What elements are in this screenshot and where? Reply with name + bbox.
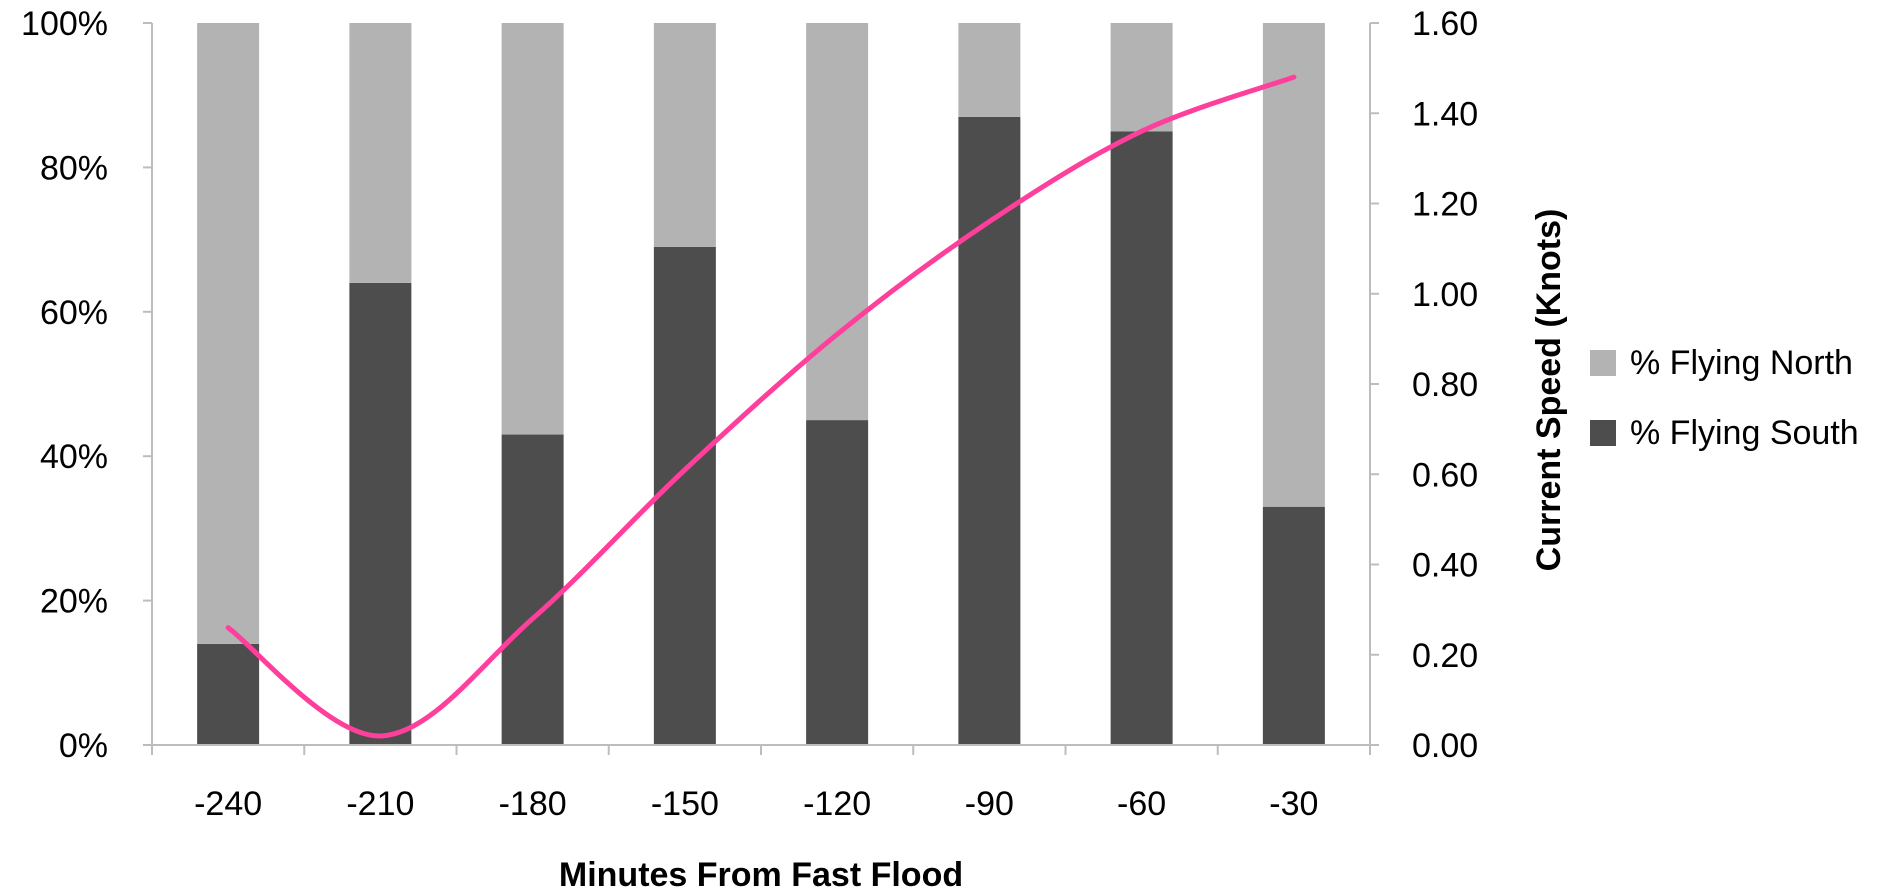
right-tick-label: 1.40 <box>1412 95 1478 133</box>
left-tick-label: 100% <box>21 5 108 43</box>
right-tick-label: 1.00 <box>1412 276 1478 314</box>
right-tick-label: 1.20 <box>1412 186 1478 224</box>
speed-line-group <box>225 74 1297 739</box>
bar <box>349 23 412 283</box>
left-tick-label: 40% <box>40 438 108 476</box>
legend-swatch <box>1590 420 1616 446</box>
left-tick-label: 0% <box>59 727 108 765</box>
bar <box>349 282 412 745</box>
x-tick-label: -120 <box>803 785 871 823</box>
bar <box>958 23 1021 117</box>
bar <box>1110 131 1173 746</box>
right-axis-title: Current Speed (Knots) <box>1530 209 1568 572</box>
right-tick-label: 0.40 <box>1412 547 1478 585</box>
legend: % Flying North % Flying South <box>1590 344 1859 452</box>
bar <box>806 420 869 745</box>
left-tick-label: 60% <box>40 294 108 332</box>
legend-label: % Flying South <box>1630 414 1859 452</box>
right-tick-label: 0.80 <box>1412 366 1478 404</box>
left-tick-label: 80% <box>40 149 108 187</box>
bar <box>197 23 260 644</box>
bars-group <box>197 23 1325 746</box>
bar <box>1110 23 1173 132</box>
bar <box>501 434 564 745</box>
bar <box>501 23 564 435</box>
right-tick-label: 0.60 <box>1412 456 1478 494</box>
left-tick-label: 20% <box>40 583 108 621</box>
speed-line <box>225 74 1297 739</box>
x-tick-label: -240 <box>194 785 262 823</box>
bar <box>197 643 260 745</box>
bar <box>1262 506 1325 745</box>
right-tick-label: 1.60 <box>1412 5 1478 43</box>
x-axis-title: Minutes From Fast Flood <box>559 856 963 892</box>
x-tick-label: -210 <box>346 785 414 823</box>
axes-group: 0% 20% 40% 60% 80% 100% 0.00 0.20 0.40 0.60 0.80 1.… <box>21 5 1478 823</box>
x-tick-label: -60 <box>1117 785 1166 823</box>
bar <box>958 116 1021 746</box>
x-tick-label: -180 <box>499 785 567 823</box>
x-tick-label: -30 <box>1269 785 1318 823</box>
bar <box>806 23 869 421</box>
right-tick-label: 0.00 <box>1412 727 1478 765</box>
right-tick-label: 0.20 <box>1412 637 1478 675</box>
x-tick-label: -150 <box>651 785 719 823</box>
legend-swatch <box>1590 350 1616 376</box>
x-tick-label: -90 <box>965 785 1014 823</box>
bar <box>1262 23 1325 507</box>
bar <box>653 23 716 247</box>
bar <box>653 246 716 745</box>
legend-label: % Flying North <box>1630 344 1853 382</box>
